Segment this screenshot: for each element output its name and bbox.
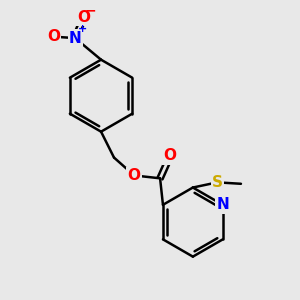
Text: O: O (47, 29, 60, 44)
Text: −: − (84, 3, 96, 17)
Text: N: N (216, 197, 229, 212)
Text: O: O (77, 10, 90, 25)
Text: O: O (128, 168, 141, 183)
Text: +: + (78, 25, 87, 34)
Text: N: N (69, 31, 82, 46)
Text: O: O (164, 148, 177, 164)
Text: S: S (212, 175, 223, 190)
